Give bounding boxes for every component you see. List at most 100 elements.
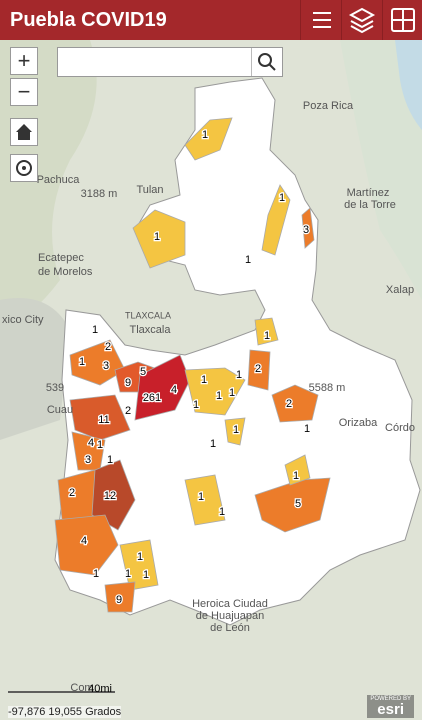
case-count: 1 (97, 439, 103, 451)
municipality[interactable] (247, 349, 271, 391)
case-count: 1 (143, 569, 149, 581)
place-label: Cuau (47, 404, 73, 416)
powered-by: POWERED BY (370, 696, 411, 702)
case-count: 2 (286, 398, 292, 410)
case-count: 12 (104, 490, 116, 502)
case-count: 1 (107, 454, 113, 466)
municipality[interactable] (301, 207, 315, 249)
case-count: 1 (201, 374, 207, 386)
place-label: Tlaxcala (130, 324, 172, 336)
municipality[interactable] (132, 209, 186, 269)
case-count: 4 (171, 384, 177, 396)
case-count: 1 (79, 356, 85, 368)
case-count: 1 (233, 424, 239, 436)
case-count: 1 (125, 568, 131, 580)
place-label: Heroica Ciudad (192, 598, 268, 610)
municipality[interactable] (134, 354, 191, 421)
zoom-out[interactable]: − (10, 78, 38, 106)
place-label: de la Torre (344, 199, 396, 211)
case-count: 2 (125, 405, 131, 417)
basemap-button[interactable] (382, 0, 422, 40)
municipality[interactable] (254, 317, 279, 346)
place-label: Martínez (347, 187, 390, 199)
case-count: 1 (293, 470, 299, 482)
place-label: de Huajuapan (196, 610, 265, 622)
locate-button[interactable] (10, 154, 38, 182)
case-count: 1 (202, 129, 208, 141)
case-count: 1 (154, 231, 160, 243)
municipality[interactable] (184, 117, 233, 161)
case-count: 5 (295, 498, 301, 510)
case-count: 5 (140, 366, 146, 378)
search-button[interactable] (251, 48, 282, 76)
case-count: 1 (198, 491, 204, 503)
urban-area (0, 298, 70, 440)
municipality[interactable] (119, 539, 159, 591)
case-count: 1 (304, 423, 310, 435)
app-header: Puebla COVID19 (0, 0, 422, 40)
municipality[interactable] (91, 459, 136, 531)
esri-attribution: POWERED BY esri (367, 695, 414, 718)
case-count: 2 (255, 363, 261, 375)
place-label: de Morelos (38, 266, 93, 278)
case-count: 9 (125, 377, 131, 389)
case-count: 1 (236, 369, 242, 381)
case-count: 1 (193, 399, 199, 411)
case-count: 261 (143, 392, 161, 404)
case-count: 3 (103, 360, 109, 372)
municipality[interactable] (261, 184, 291, 256)
municipality[interactable] (69, 339, 126, 386)
case-count: 1 (245, 254, 251, 266)
coordinates: -97,876 19,055 Grados (8, 706, 122, 718)
search-box[interactable] (57, 47, 283, 77)
case-count: 1 (92, 324, 98, 336)
place-label: de León (210, 622, 250, 634)
case-count: 1 (93, 568, 99, 580)
place-label: 539 (46, 382, 64, 394)
place-label: 5588 m (309, 382, 346, 394)
case-count: 3 (85, 454, 91, 466)
municipality[interactable] (184, 474, 226, 526)
layers-button[interactable] (341, 0, 382, 40)
place-label: Córdo (385, 422, 415, 434)
municipality[interactable] (54, 514, 119, 576)
municipality[interactable] (224, 417, 246, 446)
municipality[interactable] (284, 454, 311, 486)
case-count: 9 (116, 594, 122, 606)
case-count: 1 (219, 506, 225, 518)
place-label: Poza Rica (303, 100, 354, 112)
municipalities (54, 117, 331, 613)
home-button[interactable] (10, 118, 38, 146)
case-count: 2 (69, 487, 75, 499)
case-count: 4 (81, 535, 87, 547)
case-count: 11 (98, 414, 109, 426)
municipality[interactable] (184, 367, 246, 416)
terrain (340, 40, 422, 300)
place-label: Ecatepec (38, 252, 84, 264)
case-count: 1 (216, 390, 222, 402)
case-count: 1 (279, 192, 285, 204)
municipality[interactable] (271, 384, 319, 423)
app-title: Puebla COVID19 (10, 9, 167, 31)
zoom-in[interactable]: + (10, 47, 38, 75)
scale-label: 40mi (88, 683, 112, 695)
case-count: 3 (303, 224, 309, 236)
case-count: 1 (229, 387, 235, 399)
place-label: TLAXCALA (125, 310, 171, 320)
esri-logo: esri (377, 701, 404, 718)
case-count: 1 (264, 330, 270, 342)
place-label: xico City (2, 314, 44, 326)
place-label: Orizaba (339, 417, 378, 429)
place-label: Com (70, 682, 93, 694)
place-label: Tulan (136, 184, 163, 196)
place-label: 3188 m (81, 188, 118, 200)
list-button[interactable] (300, 0, 341, 40)
place-label: Xalap (386, 284, 414, 296)
case-count: 4 (88, 437, 94, 449)
municipality[interactable] (104, 581, 136, 613)
municipality[interactable] (69, 394, 131, 441)
